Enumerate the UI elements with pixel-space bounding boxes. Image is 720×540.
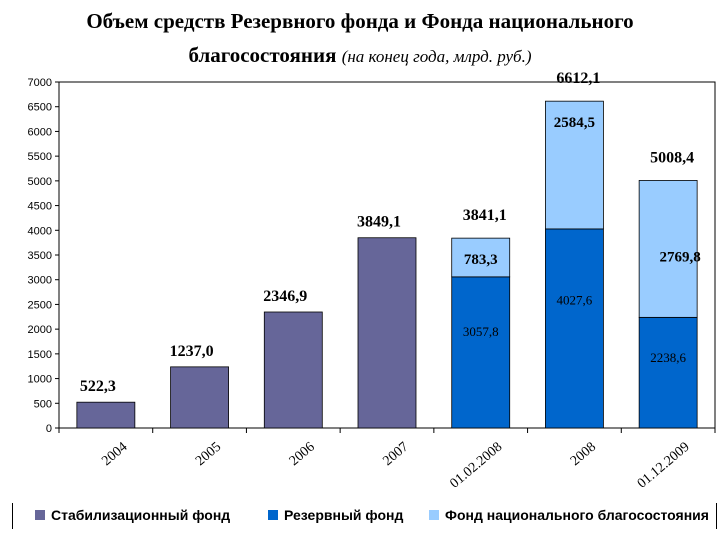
bar-nwf xyxy=(451,237,511,278)
y-tick-label: 0 xyxy=(46,423,52,435)
y-tick-label: 6000 xyxy=(28,126,52,138)
legend-swatch-stabilization xyxy=(35,510,45,520)
data-label-reserve: 2238,6 xyxy=(650,350,686,365)
legend-item-stabilization: Стабилизационный фонд xyxy=(35,507,230,523)
data-label-nwf: 2584,5 xyxy=(554,115,595,131)
y-tick-label: 6500 xyxy=(28,102,52,114)
x-category-label: 01.12.2009 xyxy=(635,440,693,492)
data-label-stabilization: 3849,1 xyxy=(357,214,401,231)
bar-nwf xyxy=(638,180,698,318)
bar-stabilization xyxy=(76,401,136,429)
title-line-2: благосостояния (на конец года, млрд. руб… xyxy=(0,38,720,74)
data-label-nwf: 783,3 xyxy=(464,252,498,268)
data-label-total: 3841,1 xyxy=(463,207,507,224)
bar-reserve xyxy=(638,316,698,429)
y-tick-label: 4000 xyxy=(28,225,52,237)
data-label-stabilization: 522,3 xyxy=(80,378,116,395)
x-category-label: 2004 xyxy=(99,440,130,469)
chart-title: Объем средств Резервного фонда и Фонда н… xyxy=(0,4,720,74)
data-label-total: 6612,1 xyxy=(556,70,600,87)
legend-swatch-nwf xyxy=(429,510,439,520)
data-label-stabilization: 1237,0 xyxy=(170,343,214,360)
y-tick-label: 2500 xyxy=(28,299,52,311)
y-tick-label: 5500 xyxy=(28,151,52,163)
data-label-nwf: 2769,8 xyxy=(660,250,701,266)
y-tick-label: 500 xyxy=(34,398,52,410)
x-category-label: 01.02.2008 xyxy=(447,440,505,492)
x-category-label: 2008 xyxy=(568,440,599,469)
bar-stabilization xyxy=(263,311,323,429)
legend-label-stabilization: Стабилизационный фонд xyxy=(51,507,231,523)
data-label-reserve: 3057,8 xyxy=(463,324,499,339)
y-tick-label: 3000 xyxy=(28,275,52,287)
bar-reserve xyxy=(545,228,604,429)
bar-stabilization xyxy=(357,237,417,429)
chart-subtitle: (на конец года, млрд. руб.) xyxy=(341,47,532,66)
legend-swatch-reserve xyxy=(268,510,278,520)
title-line-1: Объем средств Резервного фонда и Фонда н… xyxy=(86,9,634,33)
legend-item-reserve: Резервный фонд xyxy=(268,507,403,523)
x-category-label: 2006 xyxy=(287,440,318,469)
bar-nwf xyxy=(545,100,604,230)
data-label-total: 5008,4 xyxy=(650,149,694,166)
data-label-reserve: 4027,6 xyxy=(557,293,593,308)
y-tick-label: 1000 xyxy=(28,374,52,386)
legend-label-reserve: Резервный фонд xyxy=(284,507,404,523)
x-category-label: 2005 xyxy=(193,440,224,469)
y-tick-label: 7000 xyxy=(28,77,52,89)
chart-legend: Стабилизационный фонд Резервный фонд Фон… xyxy=(12,503,717,529)
y-tick-label: 3500 xyxy=(28,250,52,262)
bar-stabilization xyxy=(170,366,229,429)
stacked-bar-chart: 0 500 1000 1500 2000 2500 3000 3500 4000 4500 5000… xyxy=(28,70,716,492)
y-tick-label: 2000 xyxy=(28,324,52,336)
bar-reserve xyxy=(451,276,511,429)
legend-item-nwf: Фонд национального благосостояния xyxy=(429,507,709,523)
title-line-2-main: благосостояния xyxy=(188,43,337,67)
y-tick-label: 5000 xyxy=(28,176,52,188)
data-label-stabilization: 2346,9 xyxy=(263,288,307,305)
y-tick-label: 4500 xyxy=(28,201,52,213)
y-tick-label: 1500 xyxy=(28,349,52,361)
legend-label-nwf: Фонд национального благосостояния xyxy=(445,507,709,523)
x-category-label: 2007 xyxy=(380,440,411,469)
